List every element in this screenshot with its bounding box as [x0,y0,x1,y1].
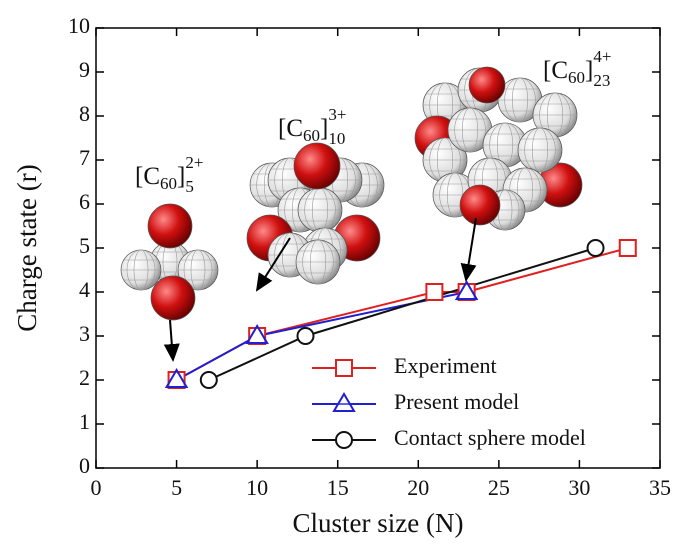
marker [245,324,269,344]
y-tick-label: 0 [79,453,90,478]
legend-text: Contact sphere model [394,425,586,450]
legend-text: Experiment [394,353,497,378]
x-tick-label: 30 [568,475,590,500]
sphere [150,275,196,321]
sphere [468,66,506,104]
marker [454,280,479,300]
cluster-label-part: [C [135,163,160,190]
marker [335,359,353,377]
cluster-label-part: 60 [303,126,320,145]
cluster-label-part: 10 [328,129,345,148]
cluster-label-part: ] [320,115,328,142]
sphere [147,203,193,249]
x-tick-label: 5 [171,475,182,500]
cluster-label: [C60]23 4+ [543,47,611,90]
y-axis-label: Charge state (r) [12,164,42,331]
cluster-label-part: 60 [568,68,585,87]
cluster-label-part: 60 [160,174,177,193]
cluster-label-part: ] [177,163,185,190]
arrows [163,217,477,362]
cluster-label-part: [C [543,57,568,84]
cluster-label-part: 5 [185,177,194,196]
marker [618,239,637,257]
cluster-label-part: 3+ [328,105,346,124]
marker [425,283,444,301]
marker [586,239,605,257]
x-tick-label: 10 [246,475,268,500]
x-tick-label: 35 [649,475,671,500]
y-tick-label: 3 [79,321,90,346]
marker [296,327,315,345]
marker [199,371,218,389]
legend-text: Present model [394,389,519,414]
y-tick-label: 6 [79,189,90,214]
sphere [459,184,501,226]
marker [335,431,353,449]
cluster-illustrations [120,66,583,321]
cluster-label-part: [C [278,115,303,142]
x-tick-label: 0 [91,475,102,500]
cluster-label: [C60]10 3+ [278,105,346,148]
y-tick-label: 1 [79,409,90,434]
cluster-label: [C60]5 2+ [135,153,203,196]
y-tick-label: 4 [79,277,90,302]
y-tick-label: 10 [68,13,90,38]
cluster-label-part: ] [585,57,593,84]
marker [332,392,356,412]
x-axis-label: Cluster size (N) [293,508,464,538]
y-tick-label: 9 [79,57,90,82]
x-tick-label: 15 [327,475,349,500]
y-tick-label: 7 [79,145,90,170]
y-tick-label: 5 [79,233,90,258]
cluster-label-part: 2+ [185,153,203,172]
x-tick-label: 20 [407,475,429,500]
cluster-label-part: 4+ [593,47,611,66]
x-tick-label: 25 [488,475,510,500]
marker [164,368,189,388]
y-tick-label: 8 [79,101,90,126]
y-tick-label: 2 [79,365,90,390]
sphere [293,142,341,190]
cluster-label-part: 23 [593,71,610,90]
